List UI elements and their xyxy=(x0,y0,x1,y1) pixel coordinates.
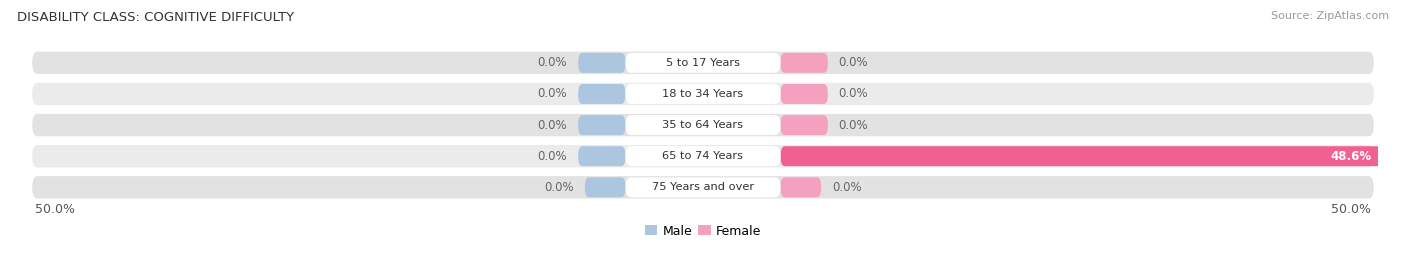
Text: 0.0%: 0.0% xyxy=(838,87,869,100)
FancyBboxPatch shape xyxy=(578,146,626,166)
Text: 50.0%: 50.0% xyxy=(1331,203,1371,216)
Text: 0.0%: 0.0% xyxy=(537,119,568,132)
FancyBboxPatch shape xyxy=(585,177,626,197)
FancyBboxPatch shape xyxy=(626,53,780,73)
Legend: Male, Female: Male, Female xyxy=(640,220,766,243)
Text: 35 to 64 Years: 35 to 64 Years xyxy=(662,120,744,130)
Text: 0.0%: 0.0% xyxy=(537,87,568,100)
Text: 65 to 74 Years: 65 to 74 Years xyxy=(662,151,744,161)
Text: 5 to 17 Years: 5 to 17 Years xyxy=(666,58,740,68)
Text: 0.0%: 0.0% xyxy=(838,56,869,69)
Text: Source: ZipAtlas.com: Source: ZipAtlas.com xyxy=(1271,11,1389,21)
FancyBboxPatch shape xyxy=(578,53,626,73)
Text: 48.6%: 48.6% xyxy=(1330,150,1371,163)
Text: 0.0%: 0.0% xyxy=(537,56,568,69)
Text: 0.0%: 0.0% xyxy=(544,181,574,194)
FancyBboxPatch shape xyxy=(578,84,626,104)
FancyBboxPatch shape xyxy=(626,177,780,197)
Text: 75 Years and over: 75 Years and over xyxy=(652,182,754,192)
Text: 0.0%: 0.0% xyxy=(537,150,568,163)
Text: DISABILITY CLASS: COGNITIVE DIFFICULTY: DISABILITY CLASS: COGNITIVE DIFFICULTY xyxy=(17,11,294,24)
Text: 0.0%: 0.0% xyxy=(832,181,862,194)
FancyBboxPatch shape xyxy=(32,83,1374,105)
Text: 0.0%: 0.0% xyxy=(838,119,869,132)
FancyBboxPatch shape xyxy=(32,114,1374,136)
Text: 18 to 34 Years: 18 to 34 Years xyxy=(662,89,744,99)
FancyBboxPatch shape xyxy=(626,84,780,104)
FancyBboxPatch shape xyxy=(780,146,1406,166)
Text: 50.0%: 50.0% xyxy=(35,203,75,216)
FancyBboxPatch shape xyxy=(32,52,1374,74)
FancyBboxPatch shape xyxy=(780,53,828,73)
FancyBboxPatch shape xyxy=(780,115,828,135)
FancyBboxPatch shape xyxy=(626,115,780,135)
FancyBboxPatch shape xyxy=(626,146,780,166)
FancyBboxPatch shape xyxy=(32,176,1374,199)
FancyBboxPatch shape xyxy=(578,115,626,135)
FancyBboxPatch shape xyxy=(780,177,821,197)
FancyBboxPatch shape xyxy=(780,84,828,104)
FancyBboxPatch shape xyxy=(32,145,1374,167)
